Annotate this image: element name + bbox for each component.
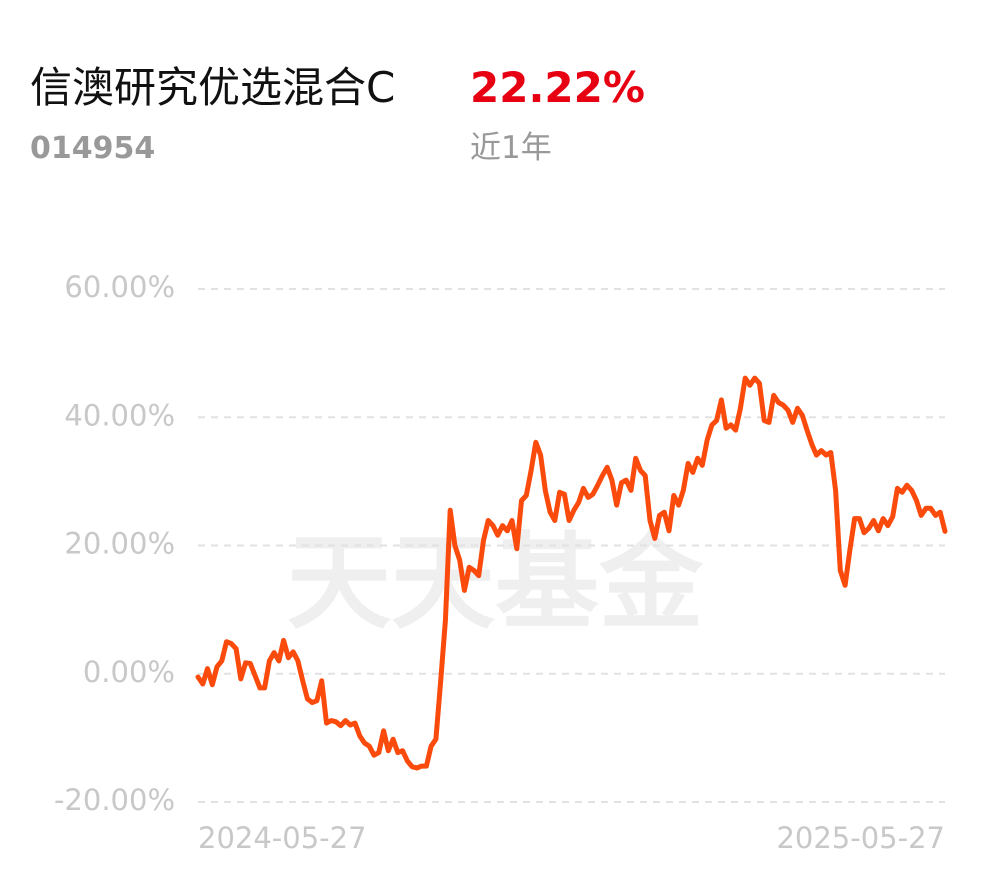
y-tick-label: 20.00% (64, 527, 175, 561)
watermark: 天天基金 (287, 521, 704, 643)
line (195, 375, 948, 771)
x-tick-label: 2024-05-27 (198, 821, 367, 855)
y-tick-label: 60.00% (64, 270, 175, 304)
fund-code: 014954 (30, 131, 155, 166)
return-value: 22.22% (470, 63, 645, 112)
y-tick-label: -20.00% (54, 783, 175, 817)
period-label: 近1年 (470, 130, 552, 166)
x-tick-label: 2025-05-27 (776, 821, 945, 855)
y-tick-label: 40.00% (64, 398, 175, 432)
y-tick-label: 0.00% (83, 655, 175, 689)
fund-name: 信澳研究优选混合C (30, 63, 395, 112)
